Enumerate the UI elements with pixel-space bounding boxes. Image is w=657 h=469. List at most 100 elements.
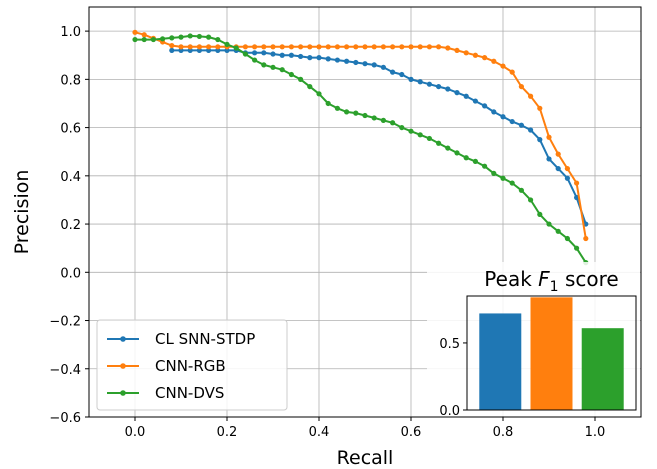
data-point: [408, 128, 414, 134]
data-point: [491, 58, 497, 64]
data-point: [445, 145, 451, 151]
data-point: [426, 44, 432, 50]
x-tick-label: 0.0: [125, 425, 146, 440]
data-point: [150, 36, 156, 43]
data-point: [215, 36, 221, 43]
data-point: [509, 118, 515, 125]
data-point: [353, 44, 359, 50]
data-point: [206, 47, 212, 54]
data-point: [436, 140, 442, 146]
data-point: [334, 57, 340, 63]
x-tick-label: 0.4: [309, 425, 330, 440]
legend: CL SNN-STDP CNN-RGB CNN-DVS: [96, 319, 288, 411]
data-point: [196, 33, 202, 40]
series-cnn-rgb: [132, 29, 589, 242]
y-axis-label: Precision: [11, 170, 33, 255]
data-point: [417, 44, 423, 50]
data-point: [454, 90, 460, 96]
data-point: [187, 44, 193, 50]
data-point: [528, 127, 534, 133]
data-point: [537, 137, 543, 143]
data-point: [252, 57, 258, 63]
data-point: [472, 52, 478, 58]
data-point: [298, 76, 304, 82]
data-point: [187, 47, 193, 54]
y-tick-label: 0.6: [60, 122, 81, 137]
main-plot-frame: [88, 6, 642, 418]
inset-plot-frame: [466, 295, 637, 411]
legend-item: CNN-RGB: [107, 357, 226, 375]
data-point: [564, 235, 571, 242]
data-point: [482, 163, 488, 169]
inset-y-tick-label: 0.0: [439, 404, 460, 419]
data-point: [518, 122, 525, 128]
data-point: [252, 50, 258, 56]
data-point: [491, 170, 497, 177]
data-point: [500, 63, 506, 69]
data-point: [270, 44, 276, 50]
data-point: [371, 62, 377, 68]
data-point: [261, 44, 267, 50]
data-point: [454, 47, 460, 54]
legend-item: CL SNN-STDP: [107, 330, 255, 348]
data-point: [528, 93, 534, 99]
data-point: [463, 155, 469, 161]
data-point: [574, 245, 580, 251]
data-point: [408, 44, 414, 50]
data-point: [307, 44, 313, 50]
y-tick-label: 1.0: [60, 25, 81, 40]
data-point: [380, 64, 386, 70]
data-point: [555, 228, 561, 234]
inset-ticks: 0.0 0.5: [439, 337, 467, 419]
data-point: [325, 44, 331, 50]
data-point: [371, 44, 377, 50]
inset-title-variable: F: [538, 267, 550, 291]
data-point: [178, 34, 184, 40]
data-point: [380, 44, 386, 50]
data-point: [279, 52, 285, 58]
data-point: [537, 105, 543, 111]
data-point: [472, 158, 478, 164]
data-point: [316, 91, 322, 97]
data-point: [555, 165, 561, 172]
data-point: [362, 61, 368, 67]
data-point: [307, 55, 313, 61]
data-point: [178, 47, 184, 54]
data-point: [206, 34, 212, 40]
data-point: [546, 156, 552, 162]
data-point: [187, 33, 193, 39]
data-point: [500, 175, 506, 181]
bar: [479, 313, 522, 410]
data-point: [224, 41, 230, 47]
data-point: [344, 58, 350, 64]
data-point: [334, 105, 340, 111]
x-tick-label: 0.2: [217, 425, 238, 440]
data-point: [178, 44, 184, 50]
data-point: [399, 44, 405, 50]
x-tick-label: 0.8: [493, 425, 514, 440]
y-tick-label: −0.6: [49, 411, 81, 426]
data-point: [445, 86, 451, 92]
data-point: [261, 62, 267, 68]
data-point: [233, 45, 239, 51]
data-point: [482, 55, 488, 61]
data-point: [362, 112, 368, 119]
y-tick-label: −0.2: [49, 315, 81, 330]
data-point: [316, 55, 322, 61]
legend-swatch-marker: [120, 336, 126, 342]
data-point: [426, 81, 432, 87]
inset-y-tick-label: 0.5: [439, 337, 460, 352]
data-point: [417, 79, 423, 85]
legend-item: CNN-DVS: [107, 384, 224, 402]
data-point: [472, 98, 478, 104]
data-point: [261, 50, 267, 56]
data-point: [482, 103, 488, 109]
y-tick-label: −0.4: [49, 363, 81, 378]
data-point: [288, 71, 294, 78]
data-point: [270, 51, 276, 57]
data-point: [390, 120, 396, 126]
data-point: [344, 109, 350, 115]
data-point: [279, 67, 285, 73]
data-point: [353, 59, 359, 66]
